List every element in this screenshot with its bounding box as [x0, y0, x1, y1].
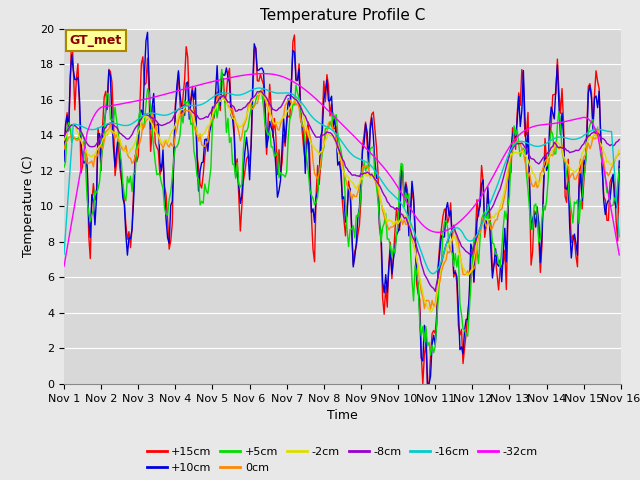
+5cm [305, 170, 312, 176]
+15cm [616, 164, 623, 170]
Y-axis label: Temperature (C): Temperature (C) [22, 156, 35, 257]
+10cm [255, 67, 263, 73]
X-axis label: Time: Time [327, 409, 358, 422]
-2cm [128, 146, 136, 152]
-2cm [226, 105, 234, 111]
0cm [258, 86, 266, 92]
+15cm [419, 381, 427, 387]
-16cm [305, 109, 312, 115]
Line: -2cm: -2cm [64, 93, 620, 312]
Line: -32cm: -32cm [64, 73, 620, 266]
-16cm [255, 85, 263, 91]
+5cm [218, 66, 226, 72]
Line: +15cm: +15cm [64, 29, 620, 384]
+15cm [130, 187, 138, 192]
0cm [244, 104, 252, 109]
+15cm [68, 26, 76, 32]
-2cm [427, 309, 435, 315]
Line: -8cm: -8cm [64, 91, 620, 291]
+10cm [60, 159, 68, 165]
0cm [128, 160, 136, 166]
-32cm [260, 71, 268, 76]
-8cm [253, 89, 261, 95]
0cm [616, 151, 623, 157]
-2cm [257, 90, 264, 96]
-16cm [430, 271, 438, 276]
+5cm [588, 119, 595, 124]
+15cm [588, 90, 595, 96]
-2cm [588, 136, 595, 142]
-16cm [253, 85, 261, 91]
-8cm [244, 100, 252, 106]
+10cm [227, 112, 235, 118]
+10cm [305, 132, 312, 137]
+10cm [143, 29, 151, 35]
Line: -16cm: -16cm [64, 88, 620, 274]
-32cm [128, 99, 136, 105]
+10cm [616, 158, 623, 164]
-8cm [305, 120, 312, 126]
-8cm [226, 99, 234, 105]
-16cm [244, 89, 252, 95]
-16cm [588, 128, 595, 133]
-8cm [60, 133, 68, 139]
-32cm [226, 75, 234, 81]
Text: GT_met: GT_met [70, 34, 122, 47]
Legend: +15cm, +10cm, +5cm, 0cm, -2cm, -8cm, -16cm, -32cm: +15cm, +10cm, +5cm, 0cm, -2cm, -8cm, -16… [142, 443, 543, 477]
-2cm [60, 137, 68, 143]
+15cm [246, 158, 253, 164]
+15cm [305, 120, 312, 125]
-32cm [244, 72, 252, 78]
+5cm [427, 352, 435, 358]
-2cm [253, 92, 261, 97]
+10cm [128, 227, 136, 233]
+15cm [227, 103, 235, 109]
-16cm [60, 252, 68, 257]
-8cm [128, 132, 136, 138]
+5cm [227, 134, 235, 140]
-8cm [431, 288, 439, 294]
+15cm [60, 150, 68, 156]
-16cm [616, 234, 623, 240]
-32cm [586, 118, 594, 123]
-8cm [588, 131, 595, 136]
+10cm [588, 95, 595, 100]
Line: +5cm: +5cm [64, 69, 620, 355]
-32cm [616, 252, 623, 258]
-2cm [616, 147, 623, 153]
+5cm [60, 165, 68, 170]
Title: Temperature Profile C: Temperature Profile C [260, 9, 425, 24]
+5cm [128, 189, 136, 194]
Line: 0cm: 0cm [64, 89, 620, 309]
-32cm [60, 264, 68, 269]
-16cm [226, 91, 234, 96]
+5cm [255, 91, 263, 96]
-32cm [305, 89, 312, 95]
0cm [588, 142, 595, 148]
0cm [253, 101, 261, 107]
0cm [427, 306, 435, 312]
0cm [305, 128, 312, 133]
0cm [60, 146, 68, 152]
-2cm [305, 132, 312, 138]
-16cm [128, 121, 136, 127]
-8cm [257, 88, 264, 94]
-32cm [253, 71, 261, 77]
Line: +10cm: +10cm [64, 32, 620, 384]
0cm [226, 105, 234, 110]
+10cm [246, 177, 253, 183]
-2cm [244, 108, 252, 114]
+5cm [616, 166, 623, 172]
+10cm [424, 381, 431, 387]
-8cm [616, 137, 623, 143]
+5cm [246, 114, 253, 120]
+15cm [255, 78, 263, 84]
